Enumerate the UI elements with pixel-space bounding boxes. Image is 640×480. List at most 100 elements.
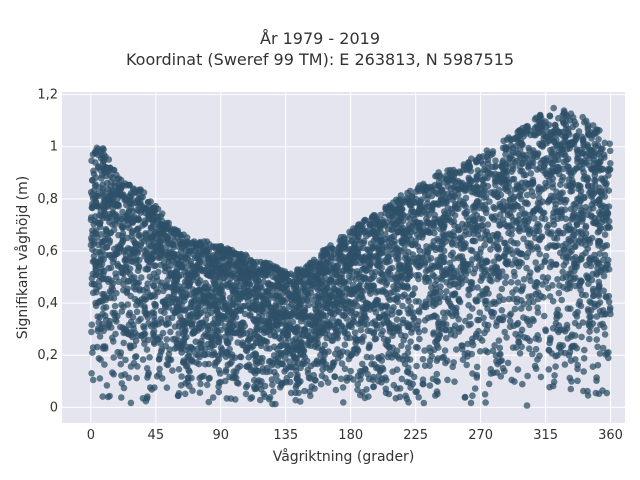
data-point <box>321 247 328 254</box>
data-point <box>554 229 561 237</box>
data-point <box>386 243 393 250</box>
data-point <box>443 288 450 295</box>
data-point <box>187 248 194 255</box>
data-point <box>434 261 442 269</box>
data-point <box>121 371 129 378</box>
data-point <box>324 299 332 307</box>
data-point <box>171 308 179 316</box>
data-point <box>326 332 333 339</box>
data-point <box>150 313 158 320</box>
data-point <box>198 340 205 348</box>
data-point <box>118 394 125 401</box>
data-point <box>480 187 487 195</box>
data-point <box>110 226 118 234</box>
data-point <box>395 309 402 316</box>
data-point <box>385 253 392 261</box>
data-point <box>357 326 365 334</box>
data-point <box>551 151 559 158</box>
data-point <box>362 267 370 275</box>
data-point <box>554 242 561 249</box>
data-point <box>535 194 543 202</box>
data-point <box>447 303 455 310</box>
data-point <box>465 182 473 190</box>
data-point <box>258 284 265 292</box>
data-point <box>517 154 524 162</box>
data-point <box>427 254 435 262</box>
data-point <box>549 297 557 305</box>
data-point <box>178 234 185 241</box>
data-point <box>413 388 421 396</box>
data-point <box>178 294 185 302</box>
data-point <box>229 301 236 309</box>
data-point <box>419 182 427 190</box>
data-point <box>402 251 409 259</box>
data-point <box>603 180 610 187</box>
data-point <box>589 363 597 371</box>
data-point <box>120 276 128 283</box>
data-point <box>408 329 415 336</box>
data-point <box>395 255 402 263</box>
data-point <box>540 294 547 301</box>
data-point <box>566 131 573 138</box>
data-point <box>364 327 372 335</box>
data-point <box>555 115 562 122</box>
data-point <box>575 301 583 308</box>
data-point <box>421 347 428 354</box>
data-point <box>571 267 578 275</box>
data-point <box>237 353 245 361</box>
data-point <box>572 200 579 207</box>
data-point <box>287 371 295 379</box>
data-point <box>544 128 551 135</box>
data-point <box>393 366 401 374</box>
data-point <box>588 213 595 220</box>
data-point <box>584 143 592 150</box>
data-point <box>482 193 490 201</box>
data-point <box>475 327 482 335</box>
data-point <box>251 316 259 324</box>
data-point <box>153 373 161 380</box>
data-point <box>515 249 522 256</box>
data-point <box>565 225 572 233</box>
data-point <box>385 350 392 358</box>
data-point <box>598 218 606 226</box>
data-point <box>495 358 503 366</box>
data-point <box>534 150 542 157</box>
data-point <box>570 210 578 218</box>
data-point <box>491 170 499 178</box>
data-point <box>270 388 277 395</box>
data-point <box>596 127 603 134</box>
data-point <box>193 266 201 274</box>
data-point <box>444 376 451 384</box>
data-point <box>151 300 158 308</box>
data-point <box>588 234 596 242</box>
data-point <box>203 322 211 329</box>
data-point <box>555 289 563 297</box>
data-point <box>90 167 97 175</box>
data-point <box>382 203 390 211</box>
data-point <box>118 232 126 240</box>
data-point <box>494 217 502 225</box>
data-point <box>604 261 611 268</box>
data-point <box>537 159 544 167</box>
data-point <box>554 276 561 283</box>
data-point <box>245 361 253 369</box>
data-point <box>594 229 602 236</box>
data-point <box>146 354 153 361</box>
data-point <box>579 215 587 222</box>
data-point <box>325 279 333 286</box>
data-point <box>260 297 267 305</box>
data-point <box>602 351 609 358</box>
data-point <box>575 154 582 161</box>
data-point <box>572 310 579 318</box>
data-point <box>109 334 116 342</box>
data-point <box>200 333 207 340</box>
data-point <box>366 252 374 260</box>
data-point <box>473 175 481 183</box>
data-point <box>125 311 133 319</box>
data-point <box>89 203 96 210</box>
data-point <box>196 238 204 246</box>
data-point <box>289 337 297 345</box>
data-point <box>257 381 264 388</box>
data-point <box>510 239 518 247</box>
data-point <box>338 274 346 282</box>
